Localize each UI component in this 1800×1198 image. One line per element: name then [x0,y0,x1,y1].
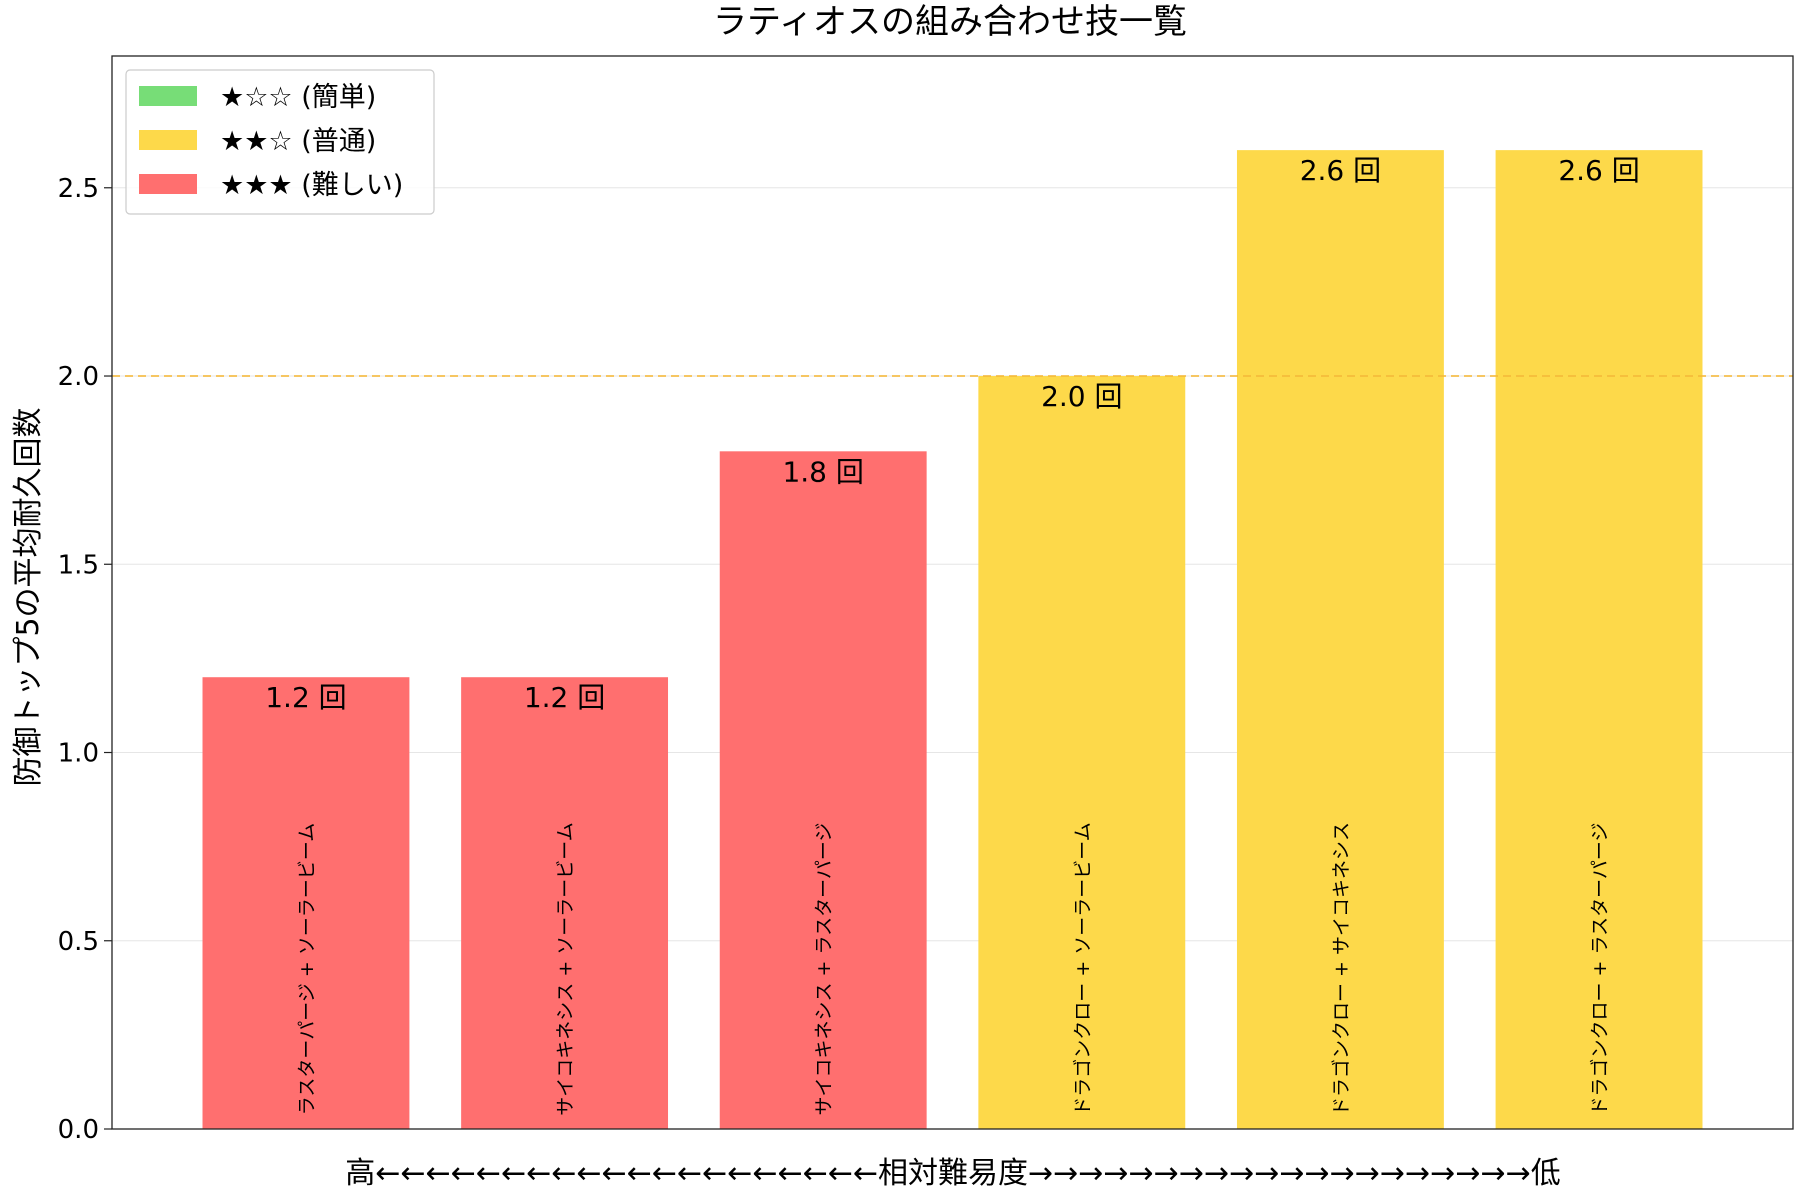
y-tick-label: 0.5 [58,927,99,957]
bar-value-label: 2.0 回 [1041,380,1122,413]
x-axis-label: 高←←←←←←←←←←←←←←←←←←←←相対難易度→→→→→→→→→→→→→→… [345,1156,1560,1191]
plot-frame [111,55,1794,1130]
legend-label: ★★☆ (普通) [220,126,376,157]
y-tick-label: 2.0 [58,362,99,392]
legend-frame [125,69,435,215]
bar-name-label: ドラゴンクロー + ラスターパージ [1589,822,1611,1115]
bar [1495,150,1703,1129]
bar-value-label: 2.6 回 [1300,154,1381,187]
bar [978,376,1186,1129]
bar-name-label: ドラゴンクロー + サイコキネシス [1330,822,1352,1116]
y-tick-label: 2.5 [58,174,99,204]
bar-value-label: 2.6 回 [1558,154,1639,187]
chart-title: ラティオスの組み合わせ技一覧 [713,2,1187,42]
legend-label: ★☆☆ (簡単) [220,82,376,113]
legend: ★☆☆ (簡単) ★★☆ (普通) ★★★ (難しい) [125,69,435,215]
y-axis-label: 防御トップ5の平均耐久回数 [11,407,46,786]
y-tick-label: 1.5 [58,550,99,580]
legend-label: ★★★ (難しい) [220,170,403,201]
legend-swatch [139,174,197,194]
bar-name-label: ラスターパージ + ソーラービーム [296,823,318,1115]
legend-swatch [139,86,197,106]
bar [1236,150,1444,1129]
bar-value-label: 1.2 回 [524,681,605,714]
y-axis-ticks: 0.0 0.5 1.0 1.5 2.0 2.5 [58,174,112,1145]
bar [719,451,927,1129]
y-tick-label: 0.0 [58,1115,99,1145]
y-tick-label: 1.0 [58,739,99,769]
bar-value-label: 1.2 回 [265,681,346,714]
bar [202,677,410,1129]
legend-swatch [139,130,197,150]
bar-name-label: サイコキネシス + ソーラービーム [555,822,577,1115]
bar-name-label: サイコキネシス + ラスターパージ [813,822,835,1115]
bar-value-label: 1.8 回 [782,455,863,488]
bar [461,677,669,1129]
bar-name-label: ドラゴンクロー + ソーラービーム [1072,822,1094,1115]
